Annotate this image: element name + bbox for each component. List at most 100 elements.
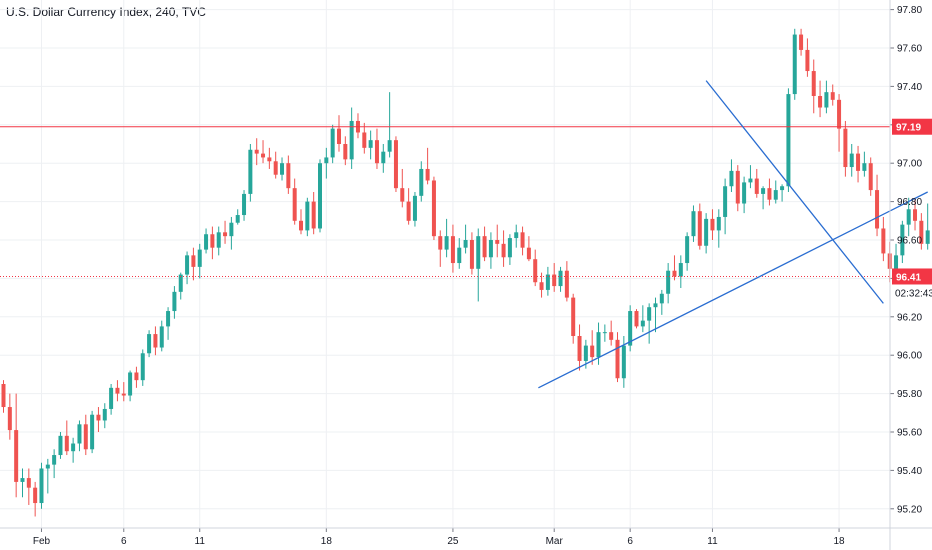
candle-body — [488, 240, 493, 258]
candle-body — [469, 240, 474, 269]
candle-body — [792, 34, 797, 95]
candle-body — [286, 163, 291, 189]
candle-body — [412, 195, 417, 221]
candle-body — [419, 168, 424, 196]
candle-body — [343, 144, 348, 160]
candle-body — [223, 232, 228, 237]
candle-body — [39, 468, 44, 504]
candle-body — [735, 170, 740, 204]
y-tick-label: 95.60 — [897, 428, 922, 439]
candle-body — [425, 168, 430, 181]
candle-body — [45, 464, 50, 469]
candle-body — [261, 153, 266, 158]
candle-body — [393, 140, 398, 189]
candle-body — [881, 228, 886, 254]
candle-body — [444, 236, 449, 250]
candles — [1, 28, 930, 517]
candle-body — [824, 92, 829, 108]
candle-body — [843, 128, 848, 168]
candle-body — [280, 163, 285, 175]
candle-body — [761, 188, 766, 194]
candle-body — [153, 334, 158, 348]
candle-body — [849, 153, 854, 168]
candle-body — [166, 311, 171, 327]
x-tick-label: 11 — [707, 536, 718, 547]
candle-body — [906, 209, 911, 225]
y-tick-label: 96.80 — [897, 197, 922, 208]
candle-body — [273, 161, 278, 175]
candle-body — [197, 249, 202, 267]
candle-body — [634, 311, 639, 327]
candle-body — [7, 407, 12, 431]
candle-body — [210, 234, 215, 248]
candle-body — [178, 274, 183, 292]
candle-body — [628, 311, 633, 346]
candle-body — [172, 291, 177, 312]
candle-body — [710, 218, 715, 231]
candle-body — [799, 34, 804, 50]
candle-body — [115, 387, 120, 394]
price-badge — [892, 118, 932, 135]
candle-body — [90, 414, 95, 450]
candle-body — [33, 487, 38, 504]
y-tick-label: 97.00 — [897, 159, 922, 170]
candle-body — [242, 193, 247, 216]
grid — [0, 0, 890, 528]
candle-body — [134, 372, 139, 381]
candle-body — [14, 430, 19, 482]
candle-body — [748, 178, 753, 183]
candle-body — [96, 414, 101, 421]
candle-body — [590, 345, 595, 358]
candle-body — [672, 270, 677, 277]
candle-body — [463, 240, 468, 248]
candle-body — [501, 243, 506, 258]
candle-body — [431, 180, 436, 237]
candle-body — [571, 297, 576, 336]
candle-body — [533, 259, 538, 283]
candle-body — [71, 443, 76, 452]
candle-body — [602, 332, 607, 334]
candle-body — [185, 255, 190, 275]
x-tick-label: 6 — [627, 536, 633, 547]
countdown-label: 02:32:43 — [895, 288, 932, 299]
candle-body — [128, 372, 133, 396]
candle-body — [666, 270, 671, 294]
candle-body — [349, 120, 354, 160]
candle-body — [691, 211, 696, 237]
candle-body — [780, 186, 785, 191]
y-tick-label: 95.80 — [897, 389, 922, 400]
candle-body — [925, 230, 930, 244]
candle-body — [20, 478, 25, 482]
candle-body — [685, 236, 690, 264]
candle-body — [159, 326, 164, 348]
candle-body — [558, 270, 563, 287]
candle-body — [58, 435, 63, 456]
candle-body — [621, 345, 626, 379]
candle-body — [868, 163, 873, 191]
candle-body — [564, 270, 569, 298]
candle-body — [514, 232, 519, 239]
candle-body — [311, 201, 316, 229]
price-lines — [0, 126, 890, 277]
candle-body — [545, 274, 550, 290]
candle-body — [368, 140, 373, 148]
y-tick-label: 95.40 — [897, 466, 922, 477]
x-tick-label: 18 — [321, 536, 333, 547]
x-tick-label: Feb — [33, 536, 51, 547]
price-badge — [892, 268, 932, 285]
x-tick-label: Mar — [546, 536, 564, 547]
candle-body — [856, 153, 861, 171]
candle-body — [520, 232, 525, 248]
trendlines[interactable] — [538, 80, 928, 389]
y-tick-label: 97.60 — [897, 44, 922, 55]
candle-body — [539, 282, 544, 290]
candle-body — [723, 186, 728, 217]
candle-body — [818, 96, 823, 108]
candle-body — [191, 255, 196, 267]
candle-body — [495, 240, 500, 244]
candle-body — [216, 232, 221, 248]
x-tick-label: 25 — [447, 536, 459, 547]
